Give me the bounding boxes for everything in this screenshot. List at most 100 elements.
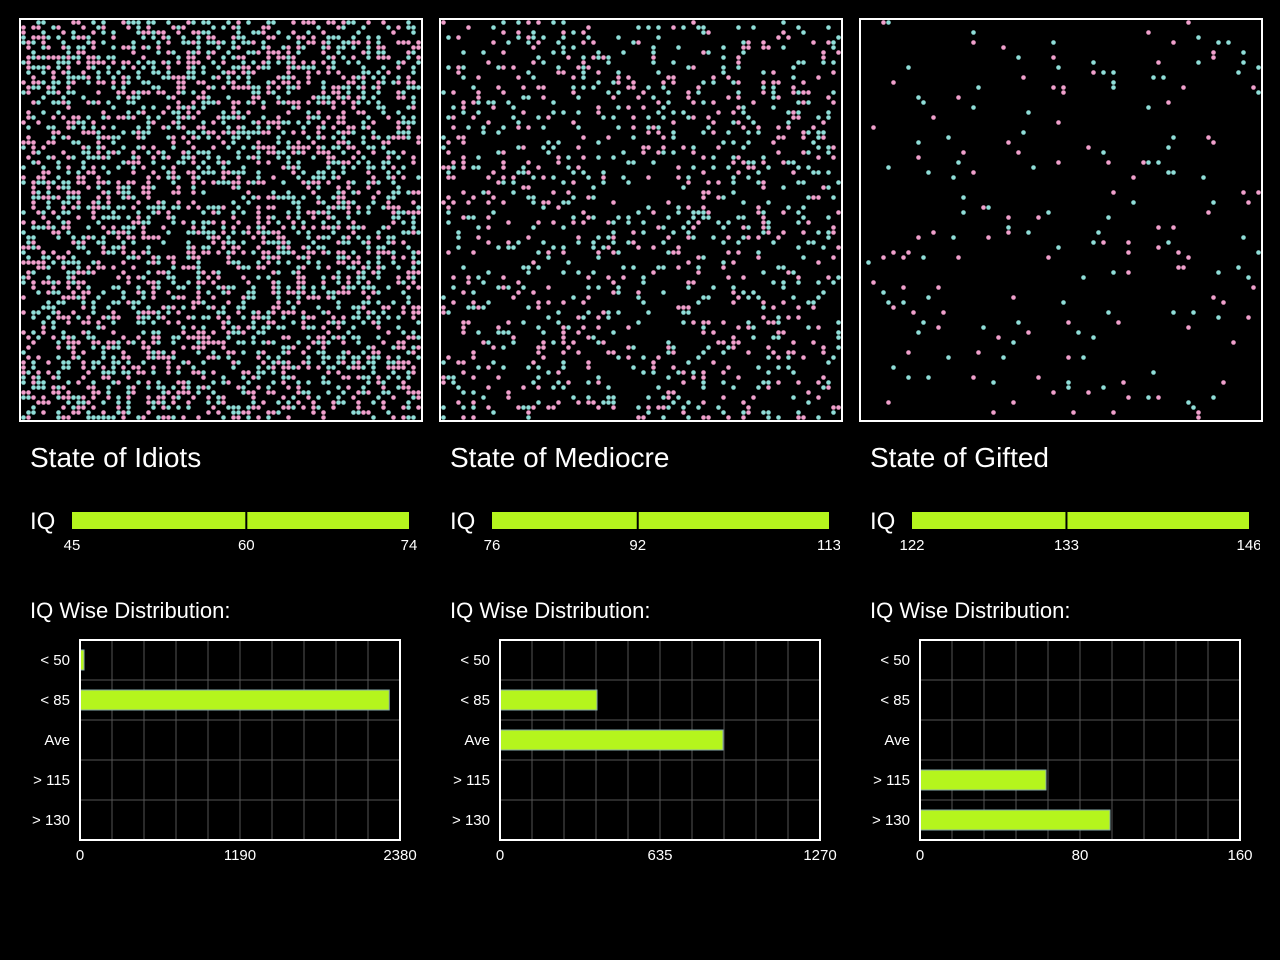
population-dot xyxy=(176,285,181,290)
population-dot xyxy=(371,310,376,315)
population-dot xyxy=(396,60,401,65)
population-dot xyxy=(596,50,601,55)
population-dot xyxy=(596,235,601,240)
population-dot xyxy=(331,195,336,200)
population-dot xyxy=(1146,160,1151,165)
population-dot xyxy=(751,290,756,295)
population-dot xyxy=(66,70,71,75)
population-dot xyxy=(121,245,126,250)
population-dot xyxy=(991,410,996,415)
population-dot xyxy=(526,35,531,40)
population-dot xyxy=(96,360,101,365)
population-dot xyxy=(31,235,36,240)
population-dot xyxy=(336,205,341,210)
population-dot xyxy=(91,340,96,345)
population-dot xyxy=(226,160,231,165)
population-dot xyxy=(96,140,101,145)
population-dot xyxy=(241,210,246,215)
population-dot xyxy=(721,65,726,70)
population-dot xyxy=(161,155,166,160)
population-dot xyxy=(106,150,111,155)
population-dot xyxy=(271,145,276,150)
population-dot xyxy=(336,115,341,120)
population-dot xyxy=(101,355,106,360)
population-dot xyxy=(56,55,61,60)
population-dot xyxy=(186,110,191,115)
population-dot xyxy=(141,135,146,140)
population-dot xyxy=(356,305,361,310)
population-dot xyxy=(1111,70,1116,75)
population-dot xyxy=(166,125,171,130)
population-dot xyxy=(206,170,211,175)
population-dot xyxy=(396,375,401,380)
population-dot xyxy=(41,395,46,400)
population-dot xyxy=(376,100,381,105)
population-dot xyxy=(266,55,271,60)
population-dot xyxy=(301,45,306,50)
population-dot xyxy=(1101,240,1106,245)
population-dot xyxy=(341,200,346,205)
population-dot xyxy=(51,335,56,340)
population-dot xyxy=(701,385,706,390)
population-dot xyxy=(226,380,231,385)
population-dot xyxy=(456,135,461,140)
population-dot xyxy=(121,160,126,165)
population-dot xyxy=(806,240,811,245)
population-dot xyxy=(671,110,676,115)
population-dot xyxy=(41,170,46,175)
population-dot xyxy=(396,205,401,210)
population-dot xyxy=(196,370,201,375)
population-dot xyxy=(326,265,331,270)
distribution-title: IQ Wise Distribution: xyxy=(30,598,231,623)
population-dot xyxy=(1066,320,1071,325)
population-dot xyxy=(646,175,651,180)
population-dot xyxy=(641,280,646,285)
population-dot xyxy=(626,345,631,350)
population-dot xyxy=(51,80,56,85)
population-dot xyxy=(196,265,201,270)
population-dot xyxy=(211,50,216,55)
population-dot xyxy=(146,20,151,25)
population-dot xyxy=(231,200,236,205)
population-dot xyxy=(151,280,156,285)
population-dot xyxy=(356,150,361,155)
population-dot xyxy=(351,75,356,80)
population-dot xyxy=(826,110,831,115)
population-dot xyxy=(476,330,481,335)
population-dot xyxy=(261,225,266,230)
iq-tick-min: 76 xyxy=(484,537,501,554)
population-dot xyxy=(706,115,711,120)
population-dot xyxy=(771,350,776,355)
population-dot xyxy=(331,290,336,295)
population-dot xyxy=(216,285,221,290)
population-dot xyxy=(71,345,76,350)
population-dot xyxy=(51,225,56,230)
population-dot xyxy=(1186,325,1191,330)
population-dot xyxy=(1241,50,1246,55)
population-dot xyxy=(231,45,236,50)
population-dot xyxy=(596,315,601,320)
population-dot xyxy=(301,275,306,280)
population-dot xyxy=(161,60,166,65)
population-dot xyxy=(346,125,351,130)
population-dot xyxy=(681,410,686,415)
population-dot xyxy=(141,45,146,50)
population-dot xyxy=(181,325,186,330)
population-dot xyxy=(746,165,751,170)
population-dot xyxy=(196,150,201,155)
population-dot xyxy=(1216,40,1221,45)
population-dot xyxy=(301,180,306,185)
population-dot xyxy=(836,320,841,325)
population-dot xyxy=(646,410,651,415)
population-dot xyxy=(226,70,231,75)
population-dot xyxy=(206,245,211,250)
population-dot xyxy=(26,390,31,395)
population-dot xyxy=(816,115,821,120)
population-dot xyxy=(286,50,291,55)
population-dot xyxy=(256,65,261,70)
population-dot xyxy=(146,345,151,350)
population-dot xyxy=(381,105,386,110)
population-dot xyxy=(281,350,286,355)
population-dot xyxy=(821,50,826,55)
population-dot xyxy=(146,195,151,200)
